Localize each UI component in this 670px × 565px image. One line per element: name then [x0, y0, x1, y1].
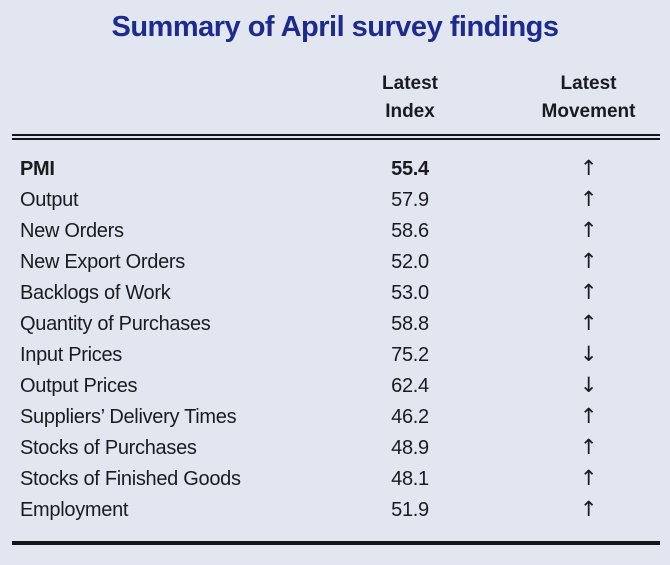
down-arrow-icon: ↓ [579, 373, 598, 397]
table-row: Stocks of Finished Goods 48.1 ↑ [0, 464, 670, 495]
row-label: Quantity of Purchases [20, 313, 211, 335]
row-index-value: 55.4 [391, 158, 429, 180]
row-label: Suppliers’ Delivery Times [20, 406, 237, 428]
row-index-value: 75.2 [391, 344, 429, 366]
row-label: New Export Orders [20, 251, 185, 273]
row-label: Backlogs of Work [20, 282, 171, 304]
column-header-latest-movement: Latest Movement [485, 70, 670, 126]
row-movement: ↓ [485, 344, 670, 367]
table-row: Input Prices 75.2 ↓ [0, 340, 670, 371]
row-movement: ↑ [485, 220, 670, 243]
table-row: Employment 51.9 ↑ [0, 495, 670, 526]
down-arrow-icon: ↓ [579, 342, 598, 366]
row-label: Stocks of Finished Goods [20, 468, 241, 490]
column-header-line: Latest [560, 73, 617, 94]
table-row: Suppliers’ Delivery Times 46.2 ↑ [0, 402, 670, 433]
table-header: Latest Index Latest Movement [0, 70, 670, 126]
up-arrow-icon: ↑ [579, 249, 598, 273]
column-header-latest-index: Latest Index [335, 70, 485, 126]
row-movement: ↑ [485, 499, 670, 522]
up-arrow-icon: ↑ [579, 218, 598, 242]
table-row: PMI 55.4 ↑ [0, 154, 670, 185]
row-index-value: 46.2 [391, 406, 429, 428]
table-row: Output 57.9 ↑ [0, 185, 670, 216]
row-index-value: 48.9 [391, 437, 429, 459]
table-row: New Export Orders 52.0 ↑ [0, 247, 670, 278]
column-header-line: Movement [541, 101, 636, 122]
row-label: Employment [20, 499, 129, 521]
up-arrow-icon: ↑ [579, 311, 598, 335]
row-movement: ↑ [485, 437, 670, 460]
row-movement: ↓ [485, 375, 670, 398]
row-index-value: 53.0 [391, 282, 429, 304]
row-label: Output [20, 189, 79, 211]
row-index-value: 57.9 [391, 189, 429, 211]
row-index-value: 62.4 [391, 375, 429, 397]
table-row: Quantity of Purchases 58.8 ↑ [0, 309, 670, 340]
up-arrow-icon: ↑ [579, 435, 598, 459]
row-movement: ↑ [485, 251, 670, 274]
row-index-value: 48.1 [391, 468, 429, 490]
up-arrow-icon: ↑ [579, 187, 598, 211]
table-row: Stocks of Purchases 48.9 ↑ [0, 433, 670, 464]
row-movement: ↑ [485, 158, 670, 181]
row-movement: ↑ [485, 189, 670, 212]
row-movement: ↑ [485, 406, 670, 429]
row-index-value: 52.0 [391, 251, 429, 273]
up-arrow-icon: ↑ [579, 497, 598, 521]
table-body: PMI 55.4 ↑ Output 57.9 ↑ New Orders 58.6 ↑ New Ex… [0, 140, 670, 526]
row-movement: ↑ [485, 282, 670, 305]
table-row: Output Prices 62.4 ↓ [0, 371, 670, 402]
up-arrow-icon: ↑ [579, 156, 598, 180]
row-label: Stocks of Purchases [20, 437, 197, 459]
page-title: Summary of April survey findings [111, 11, 559, 43]
row-index-value: 58.6 [391, 220, 429, 242]
row-index-value: 58.8 [391, 313, 429, 335]
column-header-line: Latest [382, 73, 438, 94]
row-label: PMI [20, 158, 55, 180]
up-arrow-icon: ↑ [579, 466, 598, 490]
footer-divider-rule [12, 541, 660, 545]
row-index-value: 51.9 [391, 499, 429, 521]
up-arrow-icon: ↑ [579, 404, 598, 428]
table-row: New Orders 58.6 ↑ [0, 216, 670, 247]
up-arrow-icon: ↑ [579, 280, 598, 304]
row-label: New Orders [20, 220, 124, 242]
row-label: Output Prices [20, 375, 138, 397]
column-header-line: Index [385, 101, 435, 122]
row-movement: ↑ [485, 313, 670, 336]
header-spacer [0, 70, 335, 126]
row-label: Input Prices [20, 344, 123, 366]
row-movement: ↑ [485, 468, 670, 491]
header-divider-rule [12, 134, 660, 140]
table-row: Backlogs of Work 53.0 ↑ [0, 278, 670, 309]
